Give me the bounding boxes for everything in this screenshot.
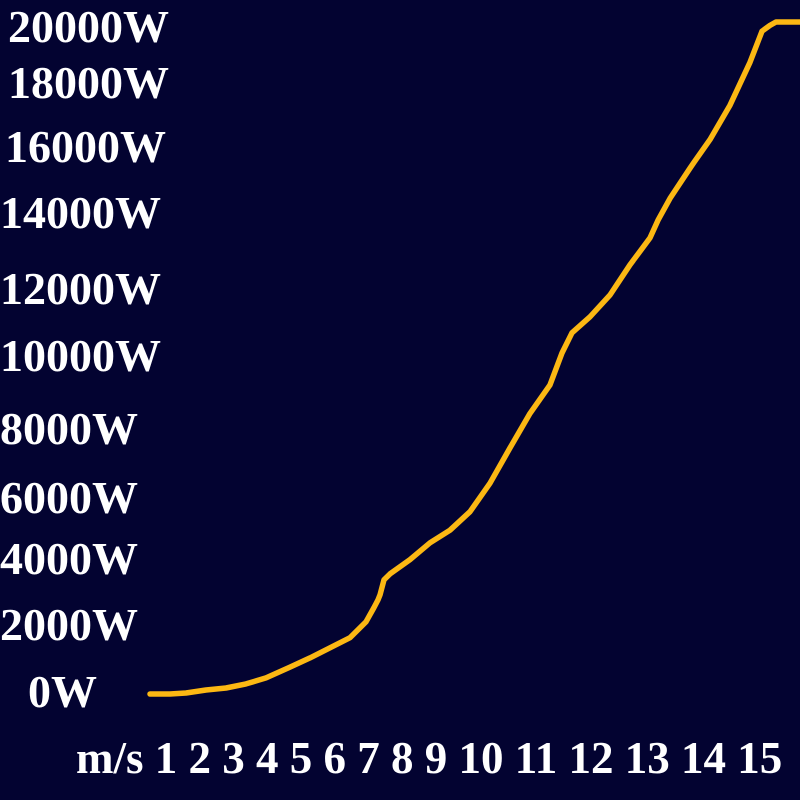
y-axis-label: 20000W <box>8 1 169 52</box>
y-axis-label: 8000W <box>0 403 138 454</box>
y-axis-label: 12000W <box>0 263 161 314</box>
y-axis-label: 18000W <box>8 57 169 108</box>
y-axis-label: 0W <box>28 666 97 717</box>
y-axis-label: 16000W <box>5 121 166 172</box>
y-axis-label: 4000W <box>0 533 138 584</box>
y-axis-label: 10000W <box>0 330 161 381</box>
y-axis-label: 14000W <box>0 187 161 238</box>
x-axis-labels: m/s 1 2 3 4 5 6 7 8 9 10 11 12 13 14 15 <box>76 733 783 783</box>
y-axis-label: 6000W <box>0 472 138 523</box>
power-curve-line <box>147 19 800 697</box>
y-axis-label: 2000W <box>0 599 138 650</box>
